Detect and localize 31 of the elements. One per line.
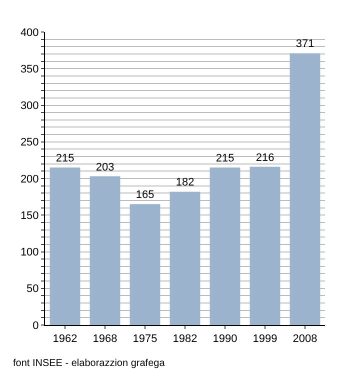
data-label: 215 bbox=[216, 152, 234, 165]
data-label: 165 bbox=[136, 189, 154, 202]
y-tick-label: 400 bbox=[20, 26, 39, 39]
bar bbox=[170, 192, 200, 325]
y-tick-label: 300 bbox=[20, 100, 39, 112]
text: font INSEE - elaborazzion grafega bbox=[13, 358, 166, 369]
y-tick-label: 50 bbox=[26, 283, 39, 296]
y-tick-label: 150 bbox=[20, 210, 39, 222]
bar bbox=[290, 53, 320, 325]
data-label: 203 bbox=[96, 161, 114, 174]
bar bbox=[130, 204, 160, 325]
y-tick-label: 250 bbox=[20, 136, 39, 149]
y-tick-label: 350 bbox=[20, 63, 39, 76]
data-label: 182 bbox=[176, 176, 194, 189]
bar bbox=[250, 166, 280, 325]
bar bbox=[210, 168, 240, 325]
y-tick-label: 0 bbox=[32, 320, 39, 332]
x-tick-label: 1975 bbox=[132, 333, 158, 346]
bar bbox=[50, 168, 80, 325]
data-label: 215 bbox=[56, 152, 74, 165]
x-tick-label: 1962 bbox=[52, 333, 78, 346]
x-tick-label: 1990 bbox=[212, 333, 238, 346]
y-tick-label: 100 bbox=[20, 246, 39, 259]
x-tick-label: 2008 bbox=[292, 333, 318, 346]
x-tick-label: 1968 bbox=[92, 333, 118, 346]
x-tick-label: 1999 bbox=[252, 333, 278, 346]
x-tick-label: 1982 bbox=[172, 333, 198, 346]
y-tick-label: 200 bbox=[20, 173, 39, 186]
data-label: 216 bbox=[256, 152, 274, 164]
bar bbox=[90, 176, 120, 325]
data-label: 371 bbox=[296, 38, 314, 50]
